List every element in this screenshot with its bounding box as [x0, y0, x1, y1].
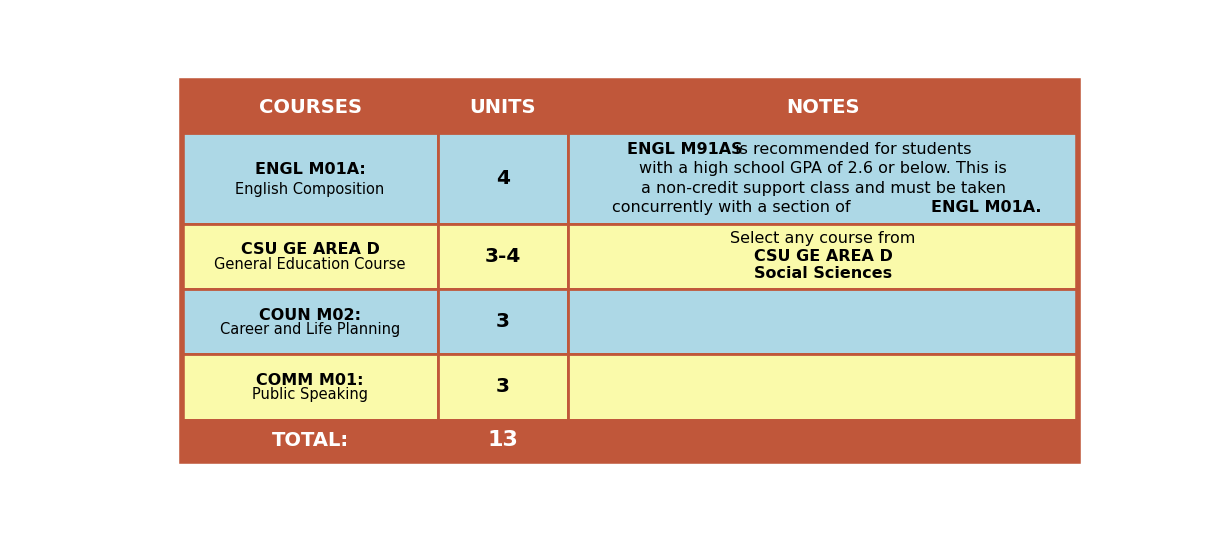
Text: concurrently with a section of: concurrently with a section of	[613, 200, 856, 215]
Text: English Composition: English Composition	[235, 182, 385, 197]
Bar	[438, 289, 568, 354]
Text: with a high school GPA of 2.6 or below. This is: with a high school GPA of 2.6 or below. …	[640, 161, 1007, 176]
Bar	[182, 224, 438, 289]
Text: is recommended for students: is recommended for students	[731, 142, 972, 157]
Text: Social Sciences: Social Sciences	[754, 266, 892, 281]
Text: 3-4: 3-4	[485, 247, 520, 266]
Bar	[182, 420, 438, 460]
Text: COMM M01:: COMM M01:	[256, 373, 364, 388]
Text: TOTAL:: TOTAL:	[272, 430, 348, 450]
Bar	[438, 81, 568, 133]
Bar	[182, 289, 438, 354]
Text: Public Speaking: Public Speaking	[252, 387, 368, 402]
Text: Select any course from: Select any course from	[731, 231, 915, 246]
Text: ENGL M91AS: ENGL M91AS	[627, 142, 743, 157]
Bar	[182, 133, 438, 224]
Bar	[568, 81, 1079, 133]
Text: NOTES: NOTES	[786, 98, 860, 116]
Bar	[568, 420, 1079, 460]
Text: a non-credit support class and must be taken: a non-credit support class and must be t…	[641, 181, 1006, 196]
Bar	[438, 133, 568, 224]
Bar	[568, 224, 1079, 289]
Text: Career and Life Planning: Career and Life Planning	[220, 322, 400, 337]
Bar	[182, 81, 438, 133]
Bar	[568, 289, 1079, 354]
Bar	[438, 224, 568, 289]
Bar	[438, 354, 568, 420]
Bar	[568, 133, 1079, 224]
Text: CSU GE AREA D: CSU GE AREA D	[241, 242, 380, 257]
Text: CSU GE AREA D: CSU GE AREA D	[754, 249, 893, 264]
Text: ENGL M01A.: ENGL M01A.	[931, 200, 1042, 215]
Text: General Education Course: General Education Course	[214, 257, 406, 272]
Text: 13: 13	[487, 430, 518, 450]
Text: 3: 3	[496, 377, 509, 396]
Bar	[438, 420, 568, 460]
Text: 4: 4	[496, 169, 509, 188]
Bar	[568, 354, 1079, 420]
Text: UNITS: UNITS	[470, 98, 536, 116]
Text: COUN M02:: COUN M02:	[260, 308, 362, 323]
Text: ENGL M01A:: ENGL M01A:	[255, 162, 365, 177]
Text: 3: 3	[496, 312, 509, 331]
Text: COURSES: COURSES	[258, 98, 362, 116]
Bar	[182, 354, 438, 420]
